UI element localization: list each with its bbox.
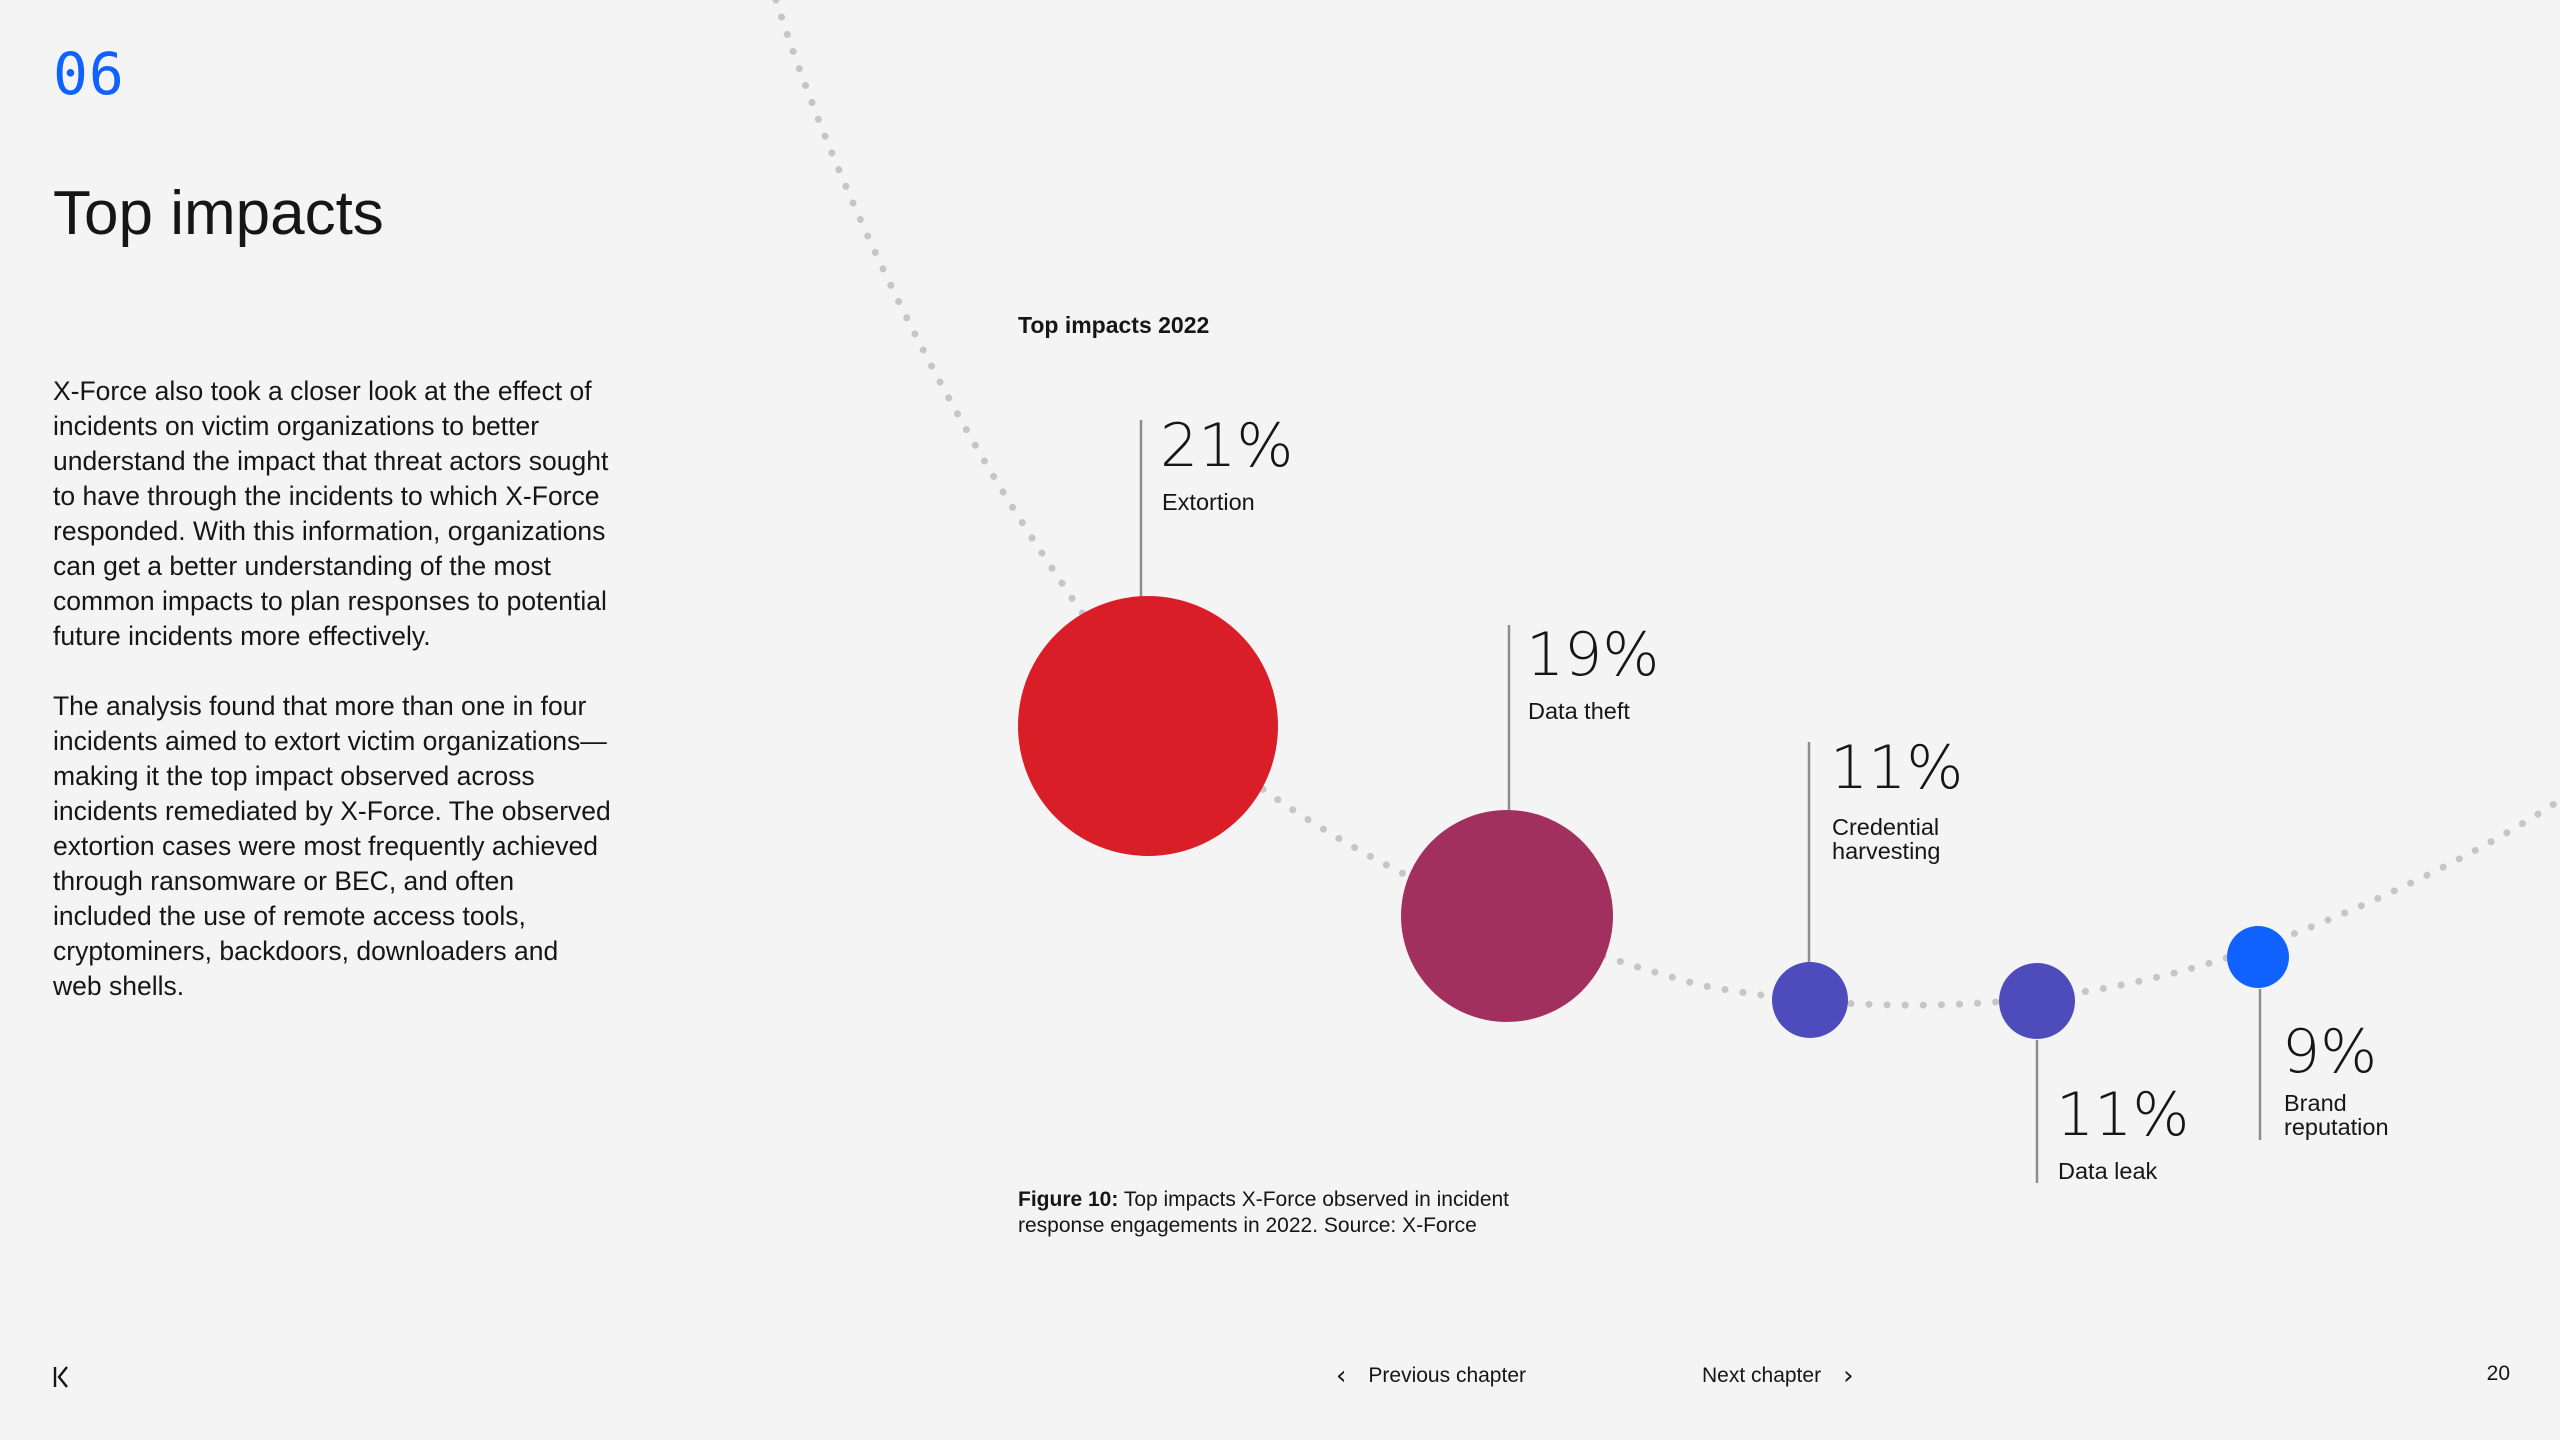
previous-chapter-link[interactable]: ‹ Previous chapter bbox=[1336, 1360, 1526, 1392]
figure-caption-line-2: response engagements in 2022. Source: X-… bbox=[1018, 1214, 1477, 1237]
chevron-right-icon: › bbox=[1843, 1361, 1854, 1391]
bubble-brand-reputation bbox=[2227, 926, 2289, 988]
chart-title: Top impacts 2022 bbox=[1018, 312, 1209, 338]
bubble-data-theft bbox=[1401, 810, 1613, 1022]
page-title: Top impacts bbox=[53, 179, 384, 248]
value-label-extortion: 21% bbox=[1160, 411, 1293, 481]
bubble-data-leak bbox=[1999, 963, 2075, 1039]
body-text: X-Force also took a closer look at the e… bbox=[53, 374, 613, 1039]
caption-text-line-1: Top impacts X-Force observed in incident bbox=[1124, 1188, 1509, 1211]
previous-chapter-label: Previous chapter bbox=[1368, 1364, 1526, 1387]
dotted-curve bbox=[772, 0, 2560, 1009]
chapter-number: 06 bbox=[53, 40, 125, 108]
category-label-credential-harvesting: Credential harvesting bbox=[1832, 814, 1940, 864]
first-page-icon[interactable] bbox=[52, 1364, 72, 1390]
paragraph-2: The analysis found that more than one in… bbox=[53, 691, 611, 1001]
caption-label: Figure 10: bbox=[1018, 1188, 1118, 1211]
category-label-extortion: Extortion bbox=[1162, 489, 1255, 515]
category-label-data-leak: Data leak bbox=[2058, 1158, 2158, 1184]
value-label-credential-harvesting: 11% bbox=[1830, 733, 1963, 803]
value-label-data-theft: 19% bbox=[1526, 620, 1659, 690]
value-label-data-leak: 11% bbox=[2056, 1080, 2189, 1150]
page-number: 20 bbox=[2486, 1362, 2510, 1385]
chevron-left-icon: ‹ bbox=[1336, 1361, 1347, 1391]
next-chapter-link[interactable]: Next chapter › bbox=[1702, 1360, 1853, 1392]
paragraph-1: X-Force also took a closer look at the e… bbox=[53, 376, 609, 651]
value-label-brand-reputation: 9% bbox=[2282, 1017, 2377, 1087]
category-label-data-theft: Data theft bbox=[1528, 698, 1630, 724]
chart-marks: 21% Extortion 19% Data theft 11% Credential ha… bbox=[1018, 411, 2389, 1184]
bubble-credential-harvesting bbox=[1772, 962, 1848, 1038]
bubble-extortion bbox=[1018, 596, 1278, 856]
figure-caption-line-1: Figure 10: Top impacts X-Force observed … bbox=[1018, 1188, 1509, 1211]
next-chapter-label: Next chapter bbox=[1702, 1364, 1822, 1387]
category-label-brand-reputation: Brand reputation bbox=[2284, 1090, 2389, 1140]
